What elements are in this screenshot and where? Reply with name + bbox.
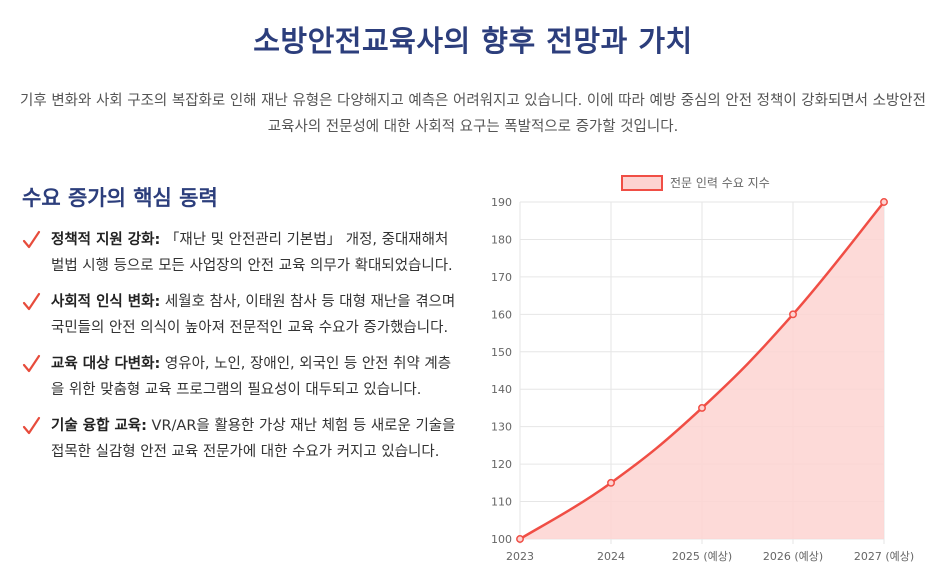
check-icon bbox=[22, 354, 41, 373]
x-tick-label: 2024 bbox=[597, 550, 625, 563]
data-point[interactable] bbox=[516, 535, 524, 543]
x-axis-ticks: 2023 2024 2025 (예상) 2026 (예상) 2027 (예상) bbox=[506, 550, 914, 563]
y-tick-label: 190 bbox=[491, 196, 512, 209]
data-point[interactable] bbox=[698, 403, 706, 412]
driver-text: VR/AR을 활용한 가상 재난 체험 등 새로운 기술을 접목한 실감형 안전… bbox=[51, 418, 456, 460]
data-point[interactable] bbox=[880, 198, 888, 206]
x-tick-label: 2023 bbox=[506, 550, 534, 563]
y-tick-label: 140 bbox=[491, 383, 512, 396]
legend-label: 전문 인력 수요 지수 bbox=[670, 176, 770, 190]
y-tick-label: 110 bbox=[491, 496, 512, 509]
x-tick-label: 2026 (예상) bbox=[763, 550, 823, 563]
check-icon bbox=[22, 292, 41, 311]
driver-text: 세월호 참사, 이태원 참사 등 대형 재난을 겪으며 국민들의 안전 의식이 … bbox=[51, 294, 456, 336]
driver-text: 영유아, 노인, 장애인, 외국인 등 안전 취약 계층을 위한 맞춤형 교육 … bbox=[51, 356, 452, 398]
driver-item: 기술 융합 교육: VR/AR을 활용한 가상 재난 체험 등 새로운 기술을 … bbox=[20, 414, 460, 465]
driver-item: 교육 대상 다변화: 영유아, 노인, 장애인, 외국인 등 안전 취약 계층을… bbox=[20, 352, 460, 403]
driver-text: 「재난 및 안전관리 기본법」 개정, 중대재해처벌법 시행 등으로 모든 사업… bbox=[51, 232, 453, 274]
y-tick-label: 130 bbox=[491, 421, 512, 434]
data-point[interactable] bbox=[607, 478, 615, 487]
intro-paragraph: 기후 변화와 사회 구조의 복잡화로 인해 재난 유형은 다양해지고 예측은 어… bbox=[20, 93, 926, 135]
section-title: 수요 증가의 핵심 동력 bbox=[22, 186, 218, 210]
page-title: 소방안전교육사의 향후 전망과 가치 bbox=[253, 24, 693, 58]
check-icon bbox=[22, 416, 41, 435]
chart-legend[interactable]: 전문 인력 수요 지수 bbox=[621, 175, 770, 191]
data-point[interactable] bbox=[789, 310, 797, 319]
x-tick-label: 2027 (예상) bbox=[854, 550, 914, 563]
demand-chart: 100 110 120 130 140 150 160 170 180 190 2023 2024 2… bbox=[478, 168, 946, 587]
series-line bbox=[519, 201, 885, 541]
y-tick-label: 120 bbox=[491, 458, 512, 471]
check-icon bbox=[22, 230, 41, 249]
driver-title: 교육 대상 다변화: bbox=[51, 356, 161, 372]
driver-title: 기술 융합 교육: bbox=[51, 418, 147, 434]
y-tick-label: 170 bbox=[491, 271, 512, 284]
y-tick-label: 180 bbox=[491, 233, 512, 246]
y-tick-label: 100 bbox=[491, 533, 512, 546]
driver-item: 사회적 인식 변화: 세월호 참사, 이태원 참사 등 대형 재난을 겪으며 국… bbox=[20, 290, 460, 341]
y-tick-label: 160 bbox=[491, 308, 512, 321]
series-area bbox=[520, 202, 884, 539]
data-points bbox=[516, 198, 888, 543]
x-tick-label: 2025 (예상) bbox=[672, 550, 732, 563]
driver-title: 사회적 인식 변화: bbox=[51, 294, 161, 310]
legend-swatch bbox=[621, 175, 663, 191]
y-tick-label: 150 bbox=[491, 346, 512, 359]
drivers-list: 정책적 지원 강화: 「재난 및 안전관리 기본법」 개정, 중대재해처벌법 시… bbox=[20, 228, 460, 476]
driver-title: 정책적 지원 강화: bbox=[51, 232, 161, 248]
y-axis-ticks: 100 110 120 130 140 150 160 170 180 190 bbox=[491, 196, 512, 546]
driver-item: 정책적 지원 강화: 「재난 및 안전관리 기본법」 개정, 중대재해처벌법 시… bbox=[20, 228, 460, 279]
